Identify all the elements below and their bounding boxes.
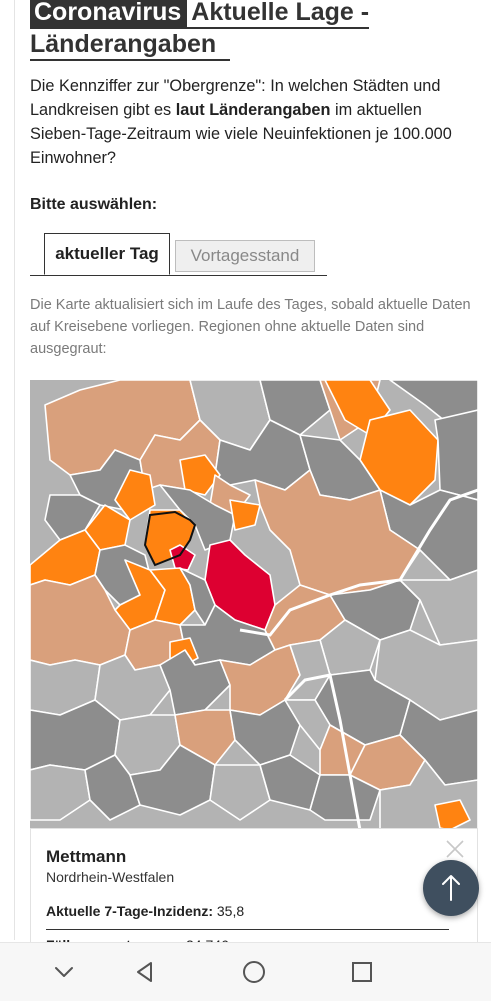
map-note: Die Karte aktualisiert sich im Laufe des… [30, 297, 471, 357]
select-label: Bitte auswählen: [30, 196, 158, 213]
card-stat: Aktuelle 7-Tage-Inzidenz: 35,8 [46, 903, 244, 919]
tab-vortagesstand[interactable]: Vortagesstand [175, 240, 315, 272]
arrow-up-icon [442, 875, 460, 901]
headline-tag: Coronavirus [30, 0, 188, 27]
close-icon[interactable] [445, 839, 465, 859]
recents-square-icon[interactable] [347, 957, 377, 987]
tab-bar: aktueller Tag Vortagesstand [30, 233, 327, 276]
region[interactable] [434, 799, 471, 830]
intro-part-2: im aktuellen Sieben-Tage-Zeitraum wie vi… [30, 101, 452, 167]
scroll-to-top-button[interactable] [423, 860, 479, 916]
state-border [283, 673, 362, 830]
android-navbar [0, 942, 491, 1001]
card-subtitle: Nordrhein-Westfalen [46, 869, 175, 885]
region-red-small[interactable] [169, 544, 196, 571]
map-svg[interactable] [30, 380, 478, 830]
region[interactable] [259, 380, 331, 436]
region[interactable] [399, 569, 478, 646]
intro-text: Die Kennziffer zur "Obergrenze": In welc… [30, 74, 475, 170]
region[interactable] [209, 764, 271, 821]
headline-title-2: Länderangaben [30, 29, 230, 61]
headline-title-1: Aktuelle Lage - [191, 0, 370, 26]
region[interactable] [229, 499, 261, 531]
card-title: Mettmann [46, 847, 127, 866]
intro-part-1: Die Kennziffer zur "Obergrenze": In welc… [30, 77, 441, 119]
incidence-map[interactable] [30, 380, 478, 830]
region[interactable] [114, 469, 156, 521]
region[interactable] [229, 699, 301, 766]
card-stat-value: 35,8 [216, 903, 245, 919]
page-border [14, 0, 15, 940]
chevron-down-icon[interactable] [49, 957, 79, 987]
home-circle-icon[interactable] [239, 957, 269, 987]
region[interactable] [179, 454, 221, 496]
region[interactable] [159, 484, 236, 551]
selected-region-outline [143, 510, 197, 567]
state-border [239, 488, 478, 637]
card-stat-label: Aktuelle 7-Tage-Inzidenz: [46, 903, 213, 919]
card-divider [46, 929, 449, 930]
headline: Coronavirus Aktuelle Lage - Länderangaben [30, 0, 390, 61]
region[interactable] [434, 409, 478, 501]
headline-line-1: Coronavirus Aktuelle Lage - [30, 0, 370, 29]
tab-aktueller-tag[interactable]: aktueller Tag [44, 233, 170, 275]
back-triangle-icon[interactable] [130, 957, 160, 987]
info-card: Mettmann Nordrhein-Westfalen Aktuelle 7-… [30, 828, 478, 953]
intro-bold: laut Länderangaben [175, 101, 331, 119]
